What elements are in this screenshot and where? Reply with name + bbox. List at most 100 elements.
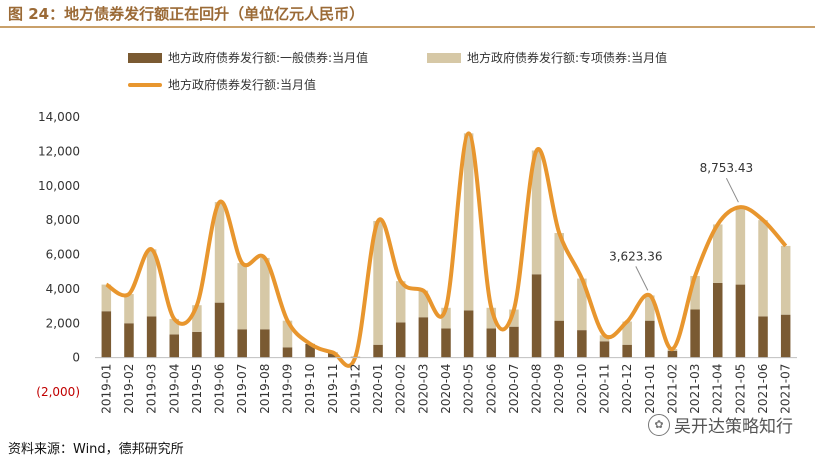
bar-general bbox=[146, 316, 157, 358]
annotation-leader bbox=[635, 266, 649, 291]
x-tick-label: 2021-04 bbox=[711, 364, 725, 414]
bar-general bbox=[282, 347, 293, 358]
x-tick-label: 2019-11 bbox=[326, 364, 340, 414]
bar-special bbox=[282, 320, 293, 348]
legend-label-special: 地方政府债券发行额:专项债券:当月值 bbox=[467, 51, 668, 65]
y-axis: (2,000) 0 2,000 4,000 6,000 8,000 10,000 12,000… bbox=[36, 110, 80, 399]
bar-special bbox=[735, 207, 746, 285]
bar-general bbox=[554, 320, 564, 358]
x-tick-label: 2021-05 bbox=[733, 364, 747, 414]
x-tick-label: 2020-12 bbox=[620, 364, 634, 414]
bar-special bbox=[531, 150, 542, 275]
bar-special bbox=[463, 133, 474, 311]
legend-item-total: 地方政府债券发行额:当月值 bbox=[128, 76, 316, 93]
y-tick-label: 0 bbox=[72, 351, 80, 365]
bar-general bbox=[735, 284, 746, 358]
bar-general bbox=[690, 309, 700, 358]
bar-general bbox=[101, 311, 112, 358]
bar-special bbox=[599, 335, 610, 342]
bar-general bbox=[622, 344, 632, 358]
bar-special bbox=[169, 318, 180, 335]
legend-label-general: 地方政府债券发行额:一般债券:当月值 bbox=[168, 51, 369, 65]
bar-general bbox=[463, 310, 474, 358]
bar-general bbox=[599, 341, 610, 358]
bar-general bbox=[418, 317, 429, 358]
x-tick-label: 2020-11 bbox=[598, 364, 612, 414]
x-tick-label: 2019-02 bbox=[122, 364, 136, 414]
x-tick-label: 2019-06 bbox=[213, 364, 227, 414]
x-tick-label: 2020-10 bbox=[575, 364, 589, 414]
annotation-leader bbox=[725, 177, 739, 203]
x-tick-label: 2020-09 bbox=[552, 364, 566, 414]
bar-special bbox=[146, 249, 157, 317]
x-tick-label: 2019-01 bbox=[99, 364, 113, 414]
x-tick-label: 2019-09 bbox=[280, 364, 294, 414]
bar-general bbox=[237, 329, 247, 358]
legend-swatch-total bbox=[128, 82, 162, 87]
legend-item-general: 地方政府债券发行额:一般债券:当月值 bbox=[128, 49, 368, 66]
x-tick-label: 2019-03 bbox=[145, 364, 159, 414]
bar-general bbox=[758, 316, 768, 358]
y-tick-label: 12,000 bbox=[38, 144, 80, 158]
x-tick-label: 2021-01 bbox=[643, 364, 657, 414]
x-tick-label: 2020-05 bbox=[462, 364, 476, 414]
y-tick-label: 6,000 bbox=[46, 248, 80, 262]
bar-general bbox=[169, 334, 180, 358]
x-tick-label: 2021-06 bbox=[756, 364, 770, 414]
x-tick-label: 2020-01 bbox=[371, 364, 385, 414]
bar-special bbox=[645, 295, 655, 321]
bar-special bbox=[712, 224, 723, 283]
bar-general bbox=[509, 326, 519, 358]
legend-item-special: 地方政府债券发行额:专项债券:当月值 bbox=[427, 49, 667, 66]
bar-special bbox=[509, 309, 519, 327]
bar-special bbox=[577, 278, 587, 331]
bar-general bbox=[124, 323, 134, 358]
bar-special bbox=[486, 307, 497, 329]
bar-special bbox=[101, 284, 112, 312]
bar-special bbox=[192, 305, 202, 332]
bar-general bbox=[328, 352, 338, 358]
annotation-label: 8,753.43 bbox=[700, 161, 753, 175]
y-tick-label: 14,000 bbox=[38, 110, 80, 124]
bar-special bbox=[418, 290, 429, 318]
bar-general bbox=[192, 331, 202, 358]
legend-label-total: 地方政府债券发行额:当月值 bbox=[168, 78, 317, 92]
bar-general bbox=[712, 282, 723, 358]
bar-general bbox=[373, 344, 383, 358]
bar-general bbox=[486, 328, 497, 358]
bar-special bbox=[690, 275, 700, 310]
y-tick-label: 4,000 bbox=[46, 282, 80, 296]
x-tick-label: 2019-12 bbox=[348, 364, 362, 414]
y-tick-label: (2,000) bbox=[36, 385, 80, 399]
x-tick-label: 2019-04 bbox=[167, 364, 181, 414]
bar-special bbox=[373, 220, 383, 345]
bar-series bbox=[101, 133, 791, 358]
x-tick-label: 2021-03 bbox=[688, 364, 702, 414]
bar-general bbox=[214, 302, 225, 358]
bar-general bbox=[395, 322, 406, 358]
bar-general bbox=[667, 350, 678, 358]
title-divider bbox=[0, 26, 815, 28]
figure-title: 图 24：地方债券发行额正在回升（单位亿元人民币） bbox=[8, 5, 365, 23]
x-tick-label: 2019-05 bbox=[190, 364, 204, 414]
bar-special bbox=[395, 281, 406, 323]
x-tick-label: 2021-07 bbox=[779, 364, 793, 414]
bar-special bbox=[441, 307, 451, 329]
watermark-text: 吴开达策略知行 bbox=[674, 417, 793, 437]
x-tick-label: 2021-02 bbox=[665, 364, 679, 414]
bar-special bbox=[780, 245, 791, 315]
legend-swatch-special bbox=[427, 52, 461, 63]
x-tick-label: 2020-03 bbox=[416, 364, 430, 414]
bar-special bbox=[237, 263, 247, 330]
y-tick-label: 8,000 bbox=[46, 213, 80, 227]
bar-general bbox=[780, 314, 791, 358]
x-tick-label: 2020-08 bbox=[530, 364, 544, 414]
bar-general bbox=[305, 343, 315, 358]
bar-general bbox=[441, 328, 451, 358]
x-tick-label: 2020-07 bbox=[507, 364, 521, 414]
x-axis: 2019-01 2019-02 2019-03 2019-04 2019-05 2019-… bbox=[95, 357, 797, 414]
bar-general bbox=[260, 329, 270, 358]
wechat-icon: ✿ bbox=[648, 413, 670, 436]
annotations: 3,623.36 8,753.43 bbox=[609, 161, 753, 291]
